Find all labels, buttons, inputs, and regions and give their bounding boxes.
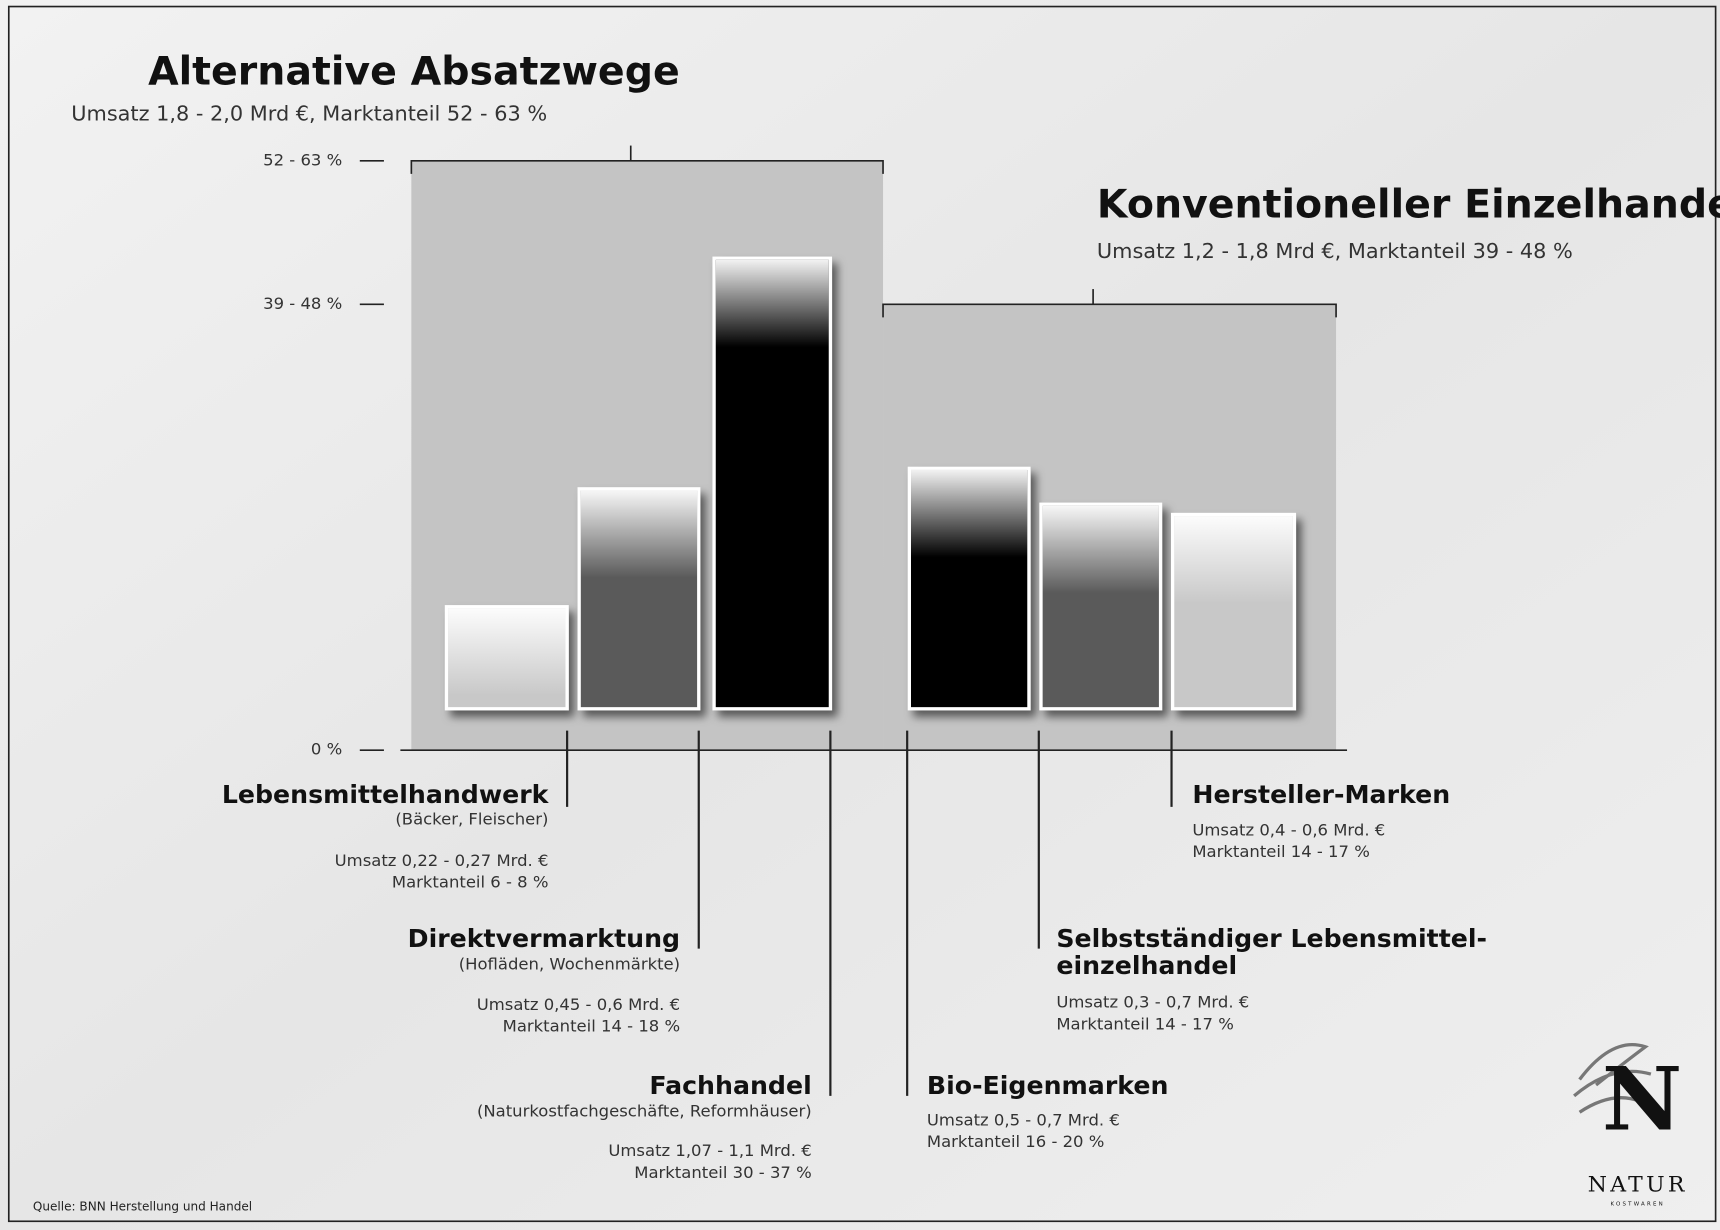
bar-group [712, 256, 833, 711]
category-note: (Bäcker, Fleischer) [395, 810, 548, 829]
bar-shine [580, 490, 698, 578]
bar-shine [1042, 505, 1159, 594]
category-name: Lebensmittelhandwerk [222, 780, 550, 809]
logo-name: NATUR [1588, 1172, 1688, 1197]
logo-tagline: KOSTWAREN [1611, 1201, 1665, 1207]
category-name: Hersteller-Marken [1192, 780, 1450, 809]
bar-group [907, 466, 1031, 711]
category-note: (Hofläden, Wochenmärkte) [459, 955, 680, 974]
group-title: Konventioneller Einzelhandel [1097, 182, 1720, 228]
category-sales: Umsatz 1,07 - 1,1 Mrd. € [608, 1141, 811, 1160]
category-share: Marktanteil 14 - 17 % [1056, 1015, 1233, 1034]
bar-group [1170, 512, 1297, 711]
category-name: Bio-Eigenmarken [927, 1071, 1168, 1100]
bar-shine [448, 608, 566, 696]
source: Quelle: BNN Herstellung und Handel [33, 1200, 252, 1214]
logo-letter: N [1602, 1048, 1682, 1151]
bar-shine [1174, 516, 1293, 604]
category-share: Marktanteil 14 - 17 % [1192, 842, 1369, 861]
y-tick-label: 52 - 63 % [263, 150, 342, 169]
bar-group [444, 605, 569, 711]
category-name: einzelhandel [1056, 951, 1237, 980]
category-sales: Umsatz 0,3 - 0,7 Mrd. € [1056, 993, 1249, 1012]
bar-shine [715, 259, 829, 348]
group-subtitle: Umsatz 1,2 - 1,8 Mrd €, Marktanteil 39 -… [1097, 239, 1573, 263]
bar-group [577, 487, 701, 711]
category-sales: Umsatz 0,22 - 0,27 Mrd. € [335, 851, 549, 870]
logo-tree [1573, 1042, 1652, 1114]
category-sales: Umsatz 0,4 - 0,6 Mrd. € [1192, 820, 1385, 839]
group-title: Alternative Absatzwege [148, 49, 680, 95]
category-name: Direktvermarktung [408, 924, 680, 953]
category-share: Marktanteil 30 - 37 % [634, 1163, 811, 1182]
group-bracket [410, 160, 884, 174]
category-name: Selbstständiger Lebensmittel- [1056, 924, 1487, 953]
bar-shine [911, 469, 1028, 558]
y-tick-label: 0 % [311, 740, 342, 759]
group-subtitle: Umsatz 1,8 - 2,0 Mrd €, Marktanteil 52 -… [71, 102, 547, 126]
frame [7, 5, 1717, 1223]
category-sales: Umsatz 0,45 - 0,6 Mrd. € [477, 995, 680, 1014]
bar-group [1039, 502, 1163, 711]
category-name: Fachhandel [649, 1071, 811, 1100]
category-note: (Naturkostfachgeschäfte, Reformhäuser) [477, 1102, 812, 1121]
category-share: Marktanteil 14 - 18 % [503, 1017, 680, 1036]
category-share: Marktanteil 16 - 20 % [927, 1132, 1104, 1151]
logo: N NATUR KOSTWAREN [1573, 1042, 1688, 1207]
y-tick-label: 39 - 48 % [263, 294, 342, 313]
group-bracket [882, 303, 1337, 318]
category-sales: Umsatz 0,5 - 0,7 Mrd. € [927, 1110, 1120, 1129]
category-share: Marktanteil 6 - 8 % [392, 873, 549, 892]
